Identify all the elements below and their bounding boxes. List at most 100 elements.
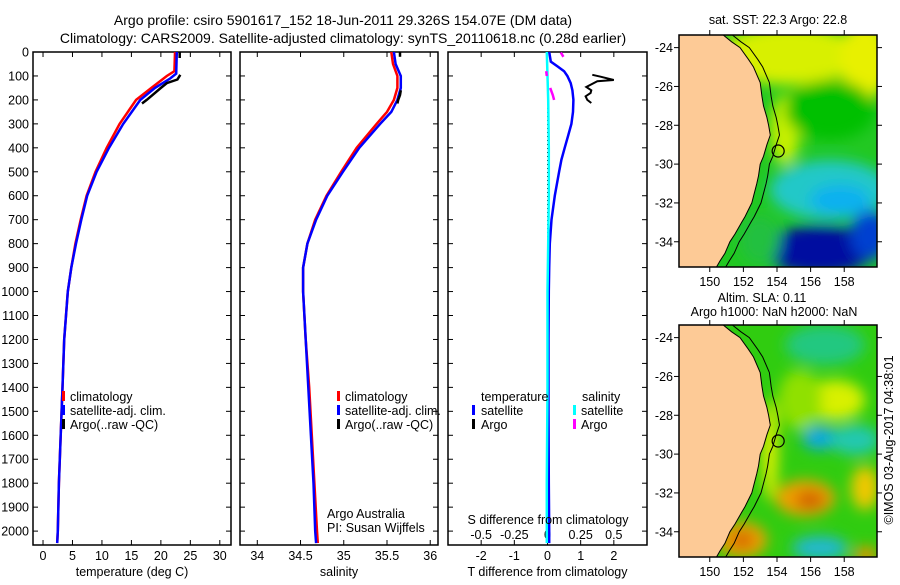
lat-tick-label: -28 [655, 119, 673, 133]
legend-label-s-argo: Argo [581, 418, 607, 432]
legend-label-s-satellite: satellite [581, 404, 623, 418]
figure-title-line2: Climatology: CARS2009. Satellite-adjuste… [60, 30, 626, 46]
lon-tick-label: 156 [800, 275, 821, 289]
legend-swatch-t-satellite [472, 405, 475, 415]
series-line-salinity-satellite [545, 51, 551, 544]
lat-tick-label: -24 [655, 331, 673, 345]
lon-tick-label: 152 [733, 275, 754, 289]
y-tick-label: 1100 [2, 309, 29, 323]
legend-heading-salinity: salinity [582, 390, 621, 404]
lon-tick-label: 156 [800, 565, 821, 579]
x-tick-label: 25 [183, 549, 197, 563]
series-line-argo-raw-qc- [141, 74, 182, 105]
lat-tick-label: -34 [655, 525, 673, 539]
y-tick-label: 1800 [1, 477, 29, 491]
lon-tick-label: 150 [699, 275, 720, 289]
lon-tick-label: 150 [699, 565, 720, 579]
sla-map-subtitle: Argo h1000: NaN h2000: NaN [691, 305, 858, 319]
legend-label-satellite: satellite-adj. clim. [70, 404, 166, 418]
legend-swatch-argo [62, 419, 65, 429]
lat-tick-label: -24 [655, 41, 673, 55]
x-tick-label: 20 [154, 549, 168, 563]
legend-label-t-satellite: satellite [481, 404, 523, 418]
y-tick-label: 1400 [1, 381, 29, 395]
legend-heading-temperature: temperature [481, 390, 548, 404]
legend-swatch-climatology [337, 391, 340, 401]
y-tick-label: 2000 [1, 525, 29, 539]
y-tick-label: 800 [8, 237, 29, 251]
x-tick-label: 30 [213, 549, 227, 563]
legend-swatch-satellite [62, 405, 65, 415]
plot-frame [239, 51, 439, 546]
lat-tick-label: -30 [655, 158, 673, 172]
lat-tick-label: -32 [655, 196, 673, 210]
y-tick-label: 1200 [1, 333, 29, 347]
legend-label-satellite: satellite-adj. clim. [345, 404, 441, 418]
series-line-satellite-adj-clim- [301, 51, 403, 544]
s-tick-label: 0.5 [605, 528, 622, 542]
legend-swatch-argo [337, 419, 340, 429]
lat-tick-label: -32 [655, 486, 673, 500]
series-line-temperature-argo [584, 73, 615, 104]
land-mass [678, 34, 771, 268]
s-tick-label: 0.25 [568, 528, 592, 542]
salinity-panel: 34 34.5 35 35.5 36 salinity [239, 51, 439, 579]
legend-label-argo: Argo(..raw -QC) [345, 418, 433, 432]
series-line-salinity-argo [549, 87, 556, 101]
series-line-climatology [55, 51, 177, 544]
y-tick-label: 1900 [1, 501, 29, 515]
salinity-legend: climatology satellite-adj. clim. Argo(..… [327, 390, 441, 535]
sst-map-title: sat. SST: 22.3 Argo: 22.8 [709, 13, 847, 27]
sla-map-axes: 150 152 154 156 158 -24 -26 -28 -30 -32 -34 [655, 320, 882, 579]
x-tick-label: -2 [476, 549, 487, 563]
y-tick-label: 900 [8, 261, 29, 275]
difference-legend: temperature salinity satellite Argo sate… [468, 390, 630, 527]
x-tick-label: 5 [69, 549, 76, 563]
sst-map-axes: 150 152 154 156 158 -24 -26 -28 -30 -32 -34 [655, 30, 882, 289]
x-tick-label: 2 [610, 549, 617, 563]
y-tick-label: 0 [22, 46, 29, 60]
plot-frame [32, 51, 232, 546]
temperature-legend: climatology satellite-adj. clim. Argo(..… [62, 390, 166, 432]
x-tick-label: 35.5 [375, 549, 399, 563]
lat-tick-label: -28 [655, 409, 673, 423]
s-tick-label: -0.25 [500, 528, 529, 542]
difference-panel: -2 -1 0 1 2 T difference from climatology -0.5… [447, 51, 648, 579]
x-tick-label: 34.5 [288, 549, 312, 563]
x-tick-label: 0 [544, 549, 551, 563]
legend-swatch-satellite [337, 405, 340, 415]
legend-swatch-climatology [62, 391, 65, 401]
x-tick-label: -1 [509, 549, 520, 563]
y-tick-label: 1600 [1, 429, 29, 443]
x-axis-label: T difference from climatology [467, 565, 628, 579]
y-tick-label: 1300 [1, 357, 29, 371]
lon-tick-label: 158 [834, 275, 855, 289]
legend-label-climatology: climatology [345, 390, 408, 404]
x-tick-label: 34 [250, 549, 264, 563]
map-frame [678, 34, 878, 268]
series-line-salinity-argo [559, 51, 565, 58]
institution-annotation: Argo Australia [327, 507, 405, 521]
legend-swatch-s-satellite [573, 405, 576, 415]
y-tick-label: 400 [8, 141, 29, 155]
argo-location-marker [771, 434, 785, 448]
y-tick-label: 1000 [1, 285, 29, 299]
legend-swatch-s-argo [573, 419, 576, 429]
lon-tick-label: 158 [834, 565, 855, 579]
s-axis-label: S difference from climatology [468, 513, 630, 527]
argo-location-marker [771, 144, 785, 158]
map-frame [678, 324, 878, 558]
isobath-line [725, 34, 781, 268]
temperature-panel: 0100200300400500600700800900100011001200… [1, 46, 232, 579]
y-tick-label: 600 [8, 189, 29, 203]
y-tick-label: 200 [8, 93, 29, 107]
series-line-temperature-satellite [547, 51, 575, 544]
legend-label-climatology: climatology [70, 390, 133, 404]
x-tick-label: 1 [577, 549, 584, 563]
imos-credit: ©IMOS 03-Aug-2017 04:38:01 [882, 355, 896, 524]
y-tick-label: 500 [8, 165, 29, 179]
x-tick-label: 36 [423, 549, 437, 563]
legend-label-argo: Argo(..raw -QC) [70, 418, 158, 432]
x-axis-label: salinity [320, 565, 359, 579]
